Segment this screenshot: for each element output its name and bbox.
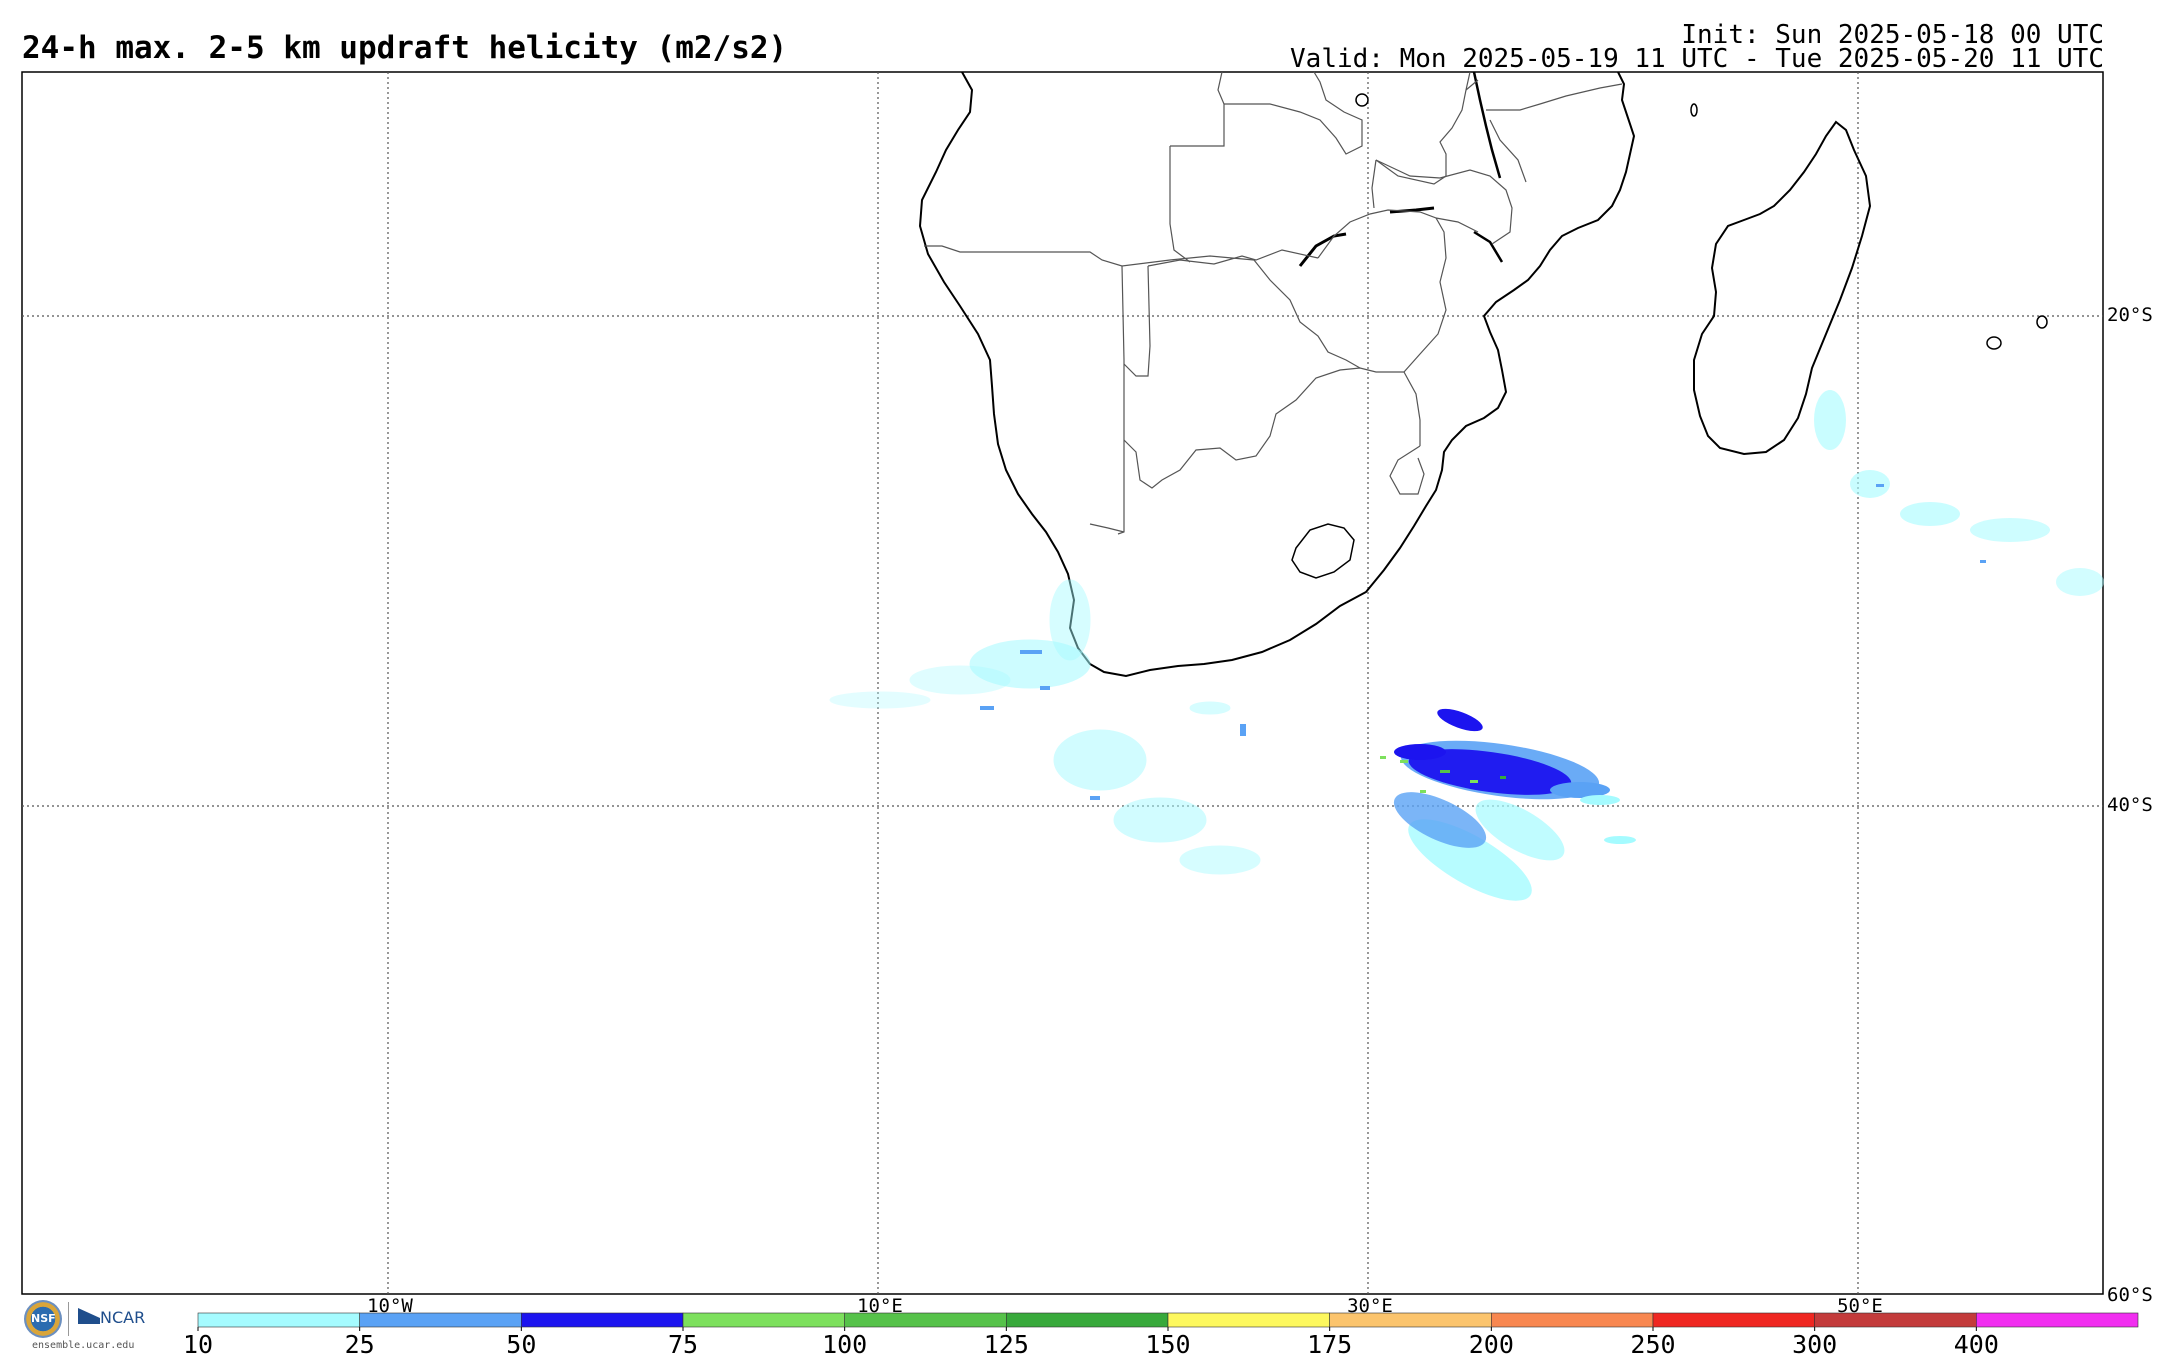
- reunion-island: [2036, 315, 2048, 329]
- colorbar-tick-label: 250: [1630, 1330, 1676, 1359]
- init-time: Init: Sun 2025-05-18 00 UTC: [1681, 20, 2104, 50]
- map-title: 24-h max. 2-5 km updraft helicity (m2/s2…: [22, 30, 788, 66]
- site-url: ensemble.ucar.edu: [32, 1340, 135, 1351]
- helicity-swath-east-madagascar: [1814, 390, 2104, 596]
- colorbar-segment: [1167, 1312, 1330, 1328]
- lat-label-60s: 60°S: [2107, 1284, 2153, 1306]
- colorbar-tick-label: 10: [182, 1330, 214, 1359]
- ncar-logo-text: NCAR: [100, 1308, 146, 1327]
- colorbar-segment: [197, 1312, 360, 1328]
- logos: NSF NCAR ensemble.ucar.edu: [24, 1300, 164, 1352]
- lake-kariba: [1298, 232, 1347, 267]
- lat-label-40s: 40°S: [2107, 794, 2153, 816]
- colorbar-tick-label: 200: [1468, 1330, 1514, 1359]
- colorbar-tick-label: 100: [822, 1330, 868, 1359]
- helicity-swath-west-coast: [829, 579, 1261, 875]
- graticule: [22, 72, 2103, 1294]
- colorbar-segment: [1491, 1312, 1654, 1328]
- colorbar-tick-label: 50: [506, 1330, 537, 1359]
- lake-island: [1355, 93, 1369, 107]
- lake-malawi: [1472, 71, 1502, 179]
- colorbar-tick-label: 25: [344, 1330, 375, 1359]
- zambezi-delta: [1473, 230, 1504, 263]
- nsf-logo-text: NSF: [31, 1312, 56, 1325]
- colorbar-segment: [682, 1312, 845, 1328]
- colorbar-segment: [1976, 1312, 2139, 1328]
- helicity-cluster-southern-ocean: [1380, 708, 1636, 901]
- colorbar: [197, 1312, 2139, 1331]
- africa-coastline: [918, 71, 1636, 678]
- lake-cahora: [1389, 206, 1435, 214]
- colorbar-segment: [521, 1312, 684, 1328]
- mauritius-island: [1986, 336, 2002, 350]
- lon-label-10w: 10°W: [367, 1295, 413, 1317]
- lat-label-20s: 20°S: [2107, 304, 2153, 326]
- colorbar-tick-label: 400: [1953, 1330, 1999, 1359]
- map-frame: [21, 71, 2104, 1295]
- lon-label-10e: 10°E: [857, 1295, 903, 1317]
- lon-label-30e: 30°E: [1347, 1295, 1393, 1317]
- colorbar-segment: [1652, 1312, 1815, 1328]
- colorbar-tick-label: 300: [1792, 1330, 1838, 1359]
- colorbar-tick-label: 75: [667, 1330, 699, 1359]
- colorbar-tick-label: 175: [1307, 1330, 1353, 1359]
- colorbar-tick-label: 150: [1145, 1330, 1191, 1359]
- comoros-island: [1690, 103, 1698, 117]
- nsf-logo-icon: NSF: [24, 1300, 62, 1338]
- valid-time: Valid: Mon 2025-05-19 11 UTC - Tue 2025-…: [1290, 44, 2104, 74]
- ncar-mark-icon: [78, 1308, 100, 1324]
- helicity-swath-west-coast-core: [980, 650, 1246, 800]
- colorbar-tick-label: 125: [983, 1330, 1029, 1359]
- logo-divider: [68, 1302, 69, 1336]
- colorbar-segment: [1006, 1312, 1169, 1328]
- madagascar-coastline: [1693, 120, 1872, 456]
- lon-label-50e: 50°E: [1837, 1295, 1883, 1317]
- lesotho-border: [1291, 523, 1355, 579]
- country-borders: [924, 71, 1623, 535]
